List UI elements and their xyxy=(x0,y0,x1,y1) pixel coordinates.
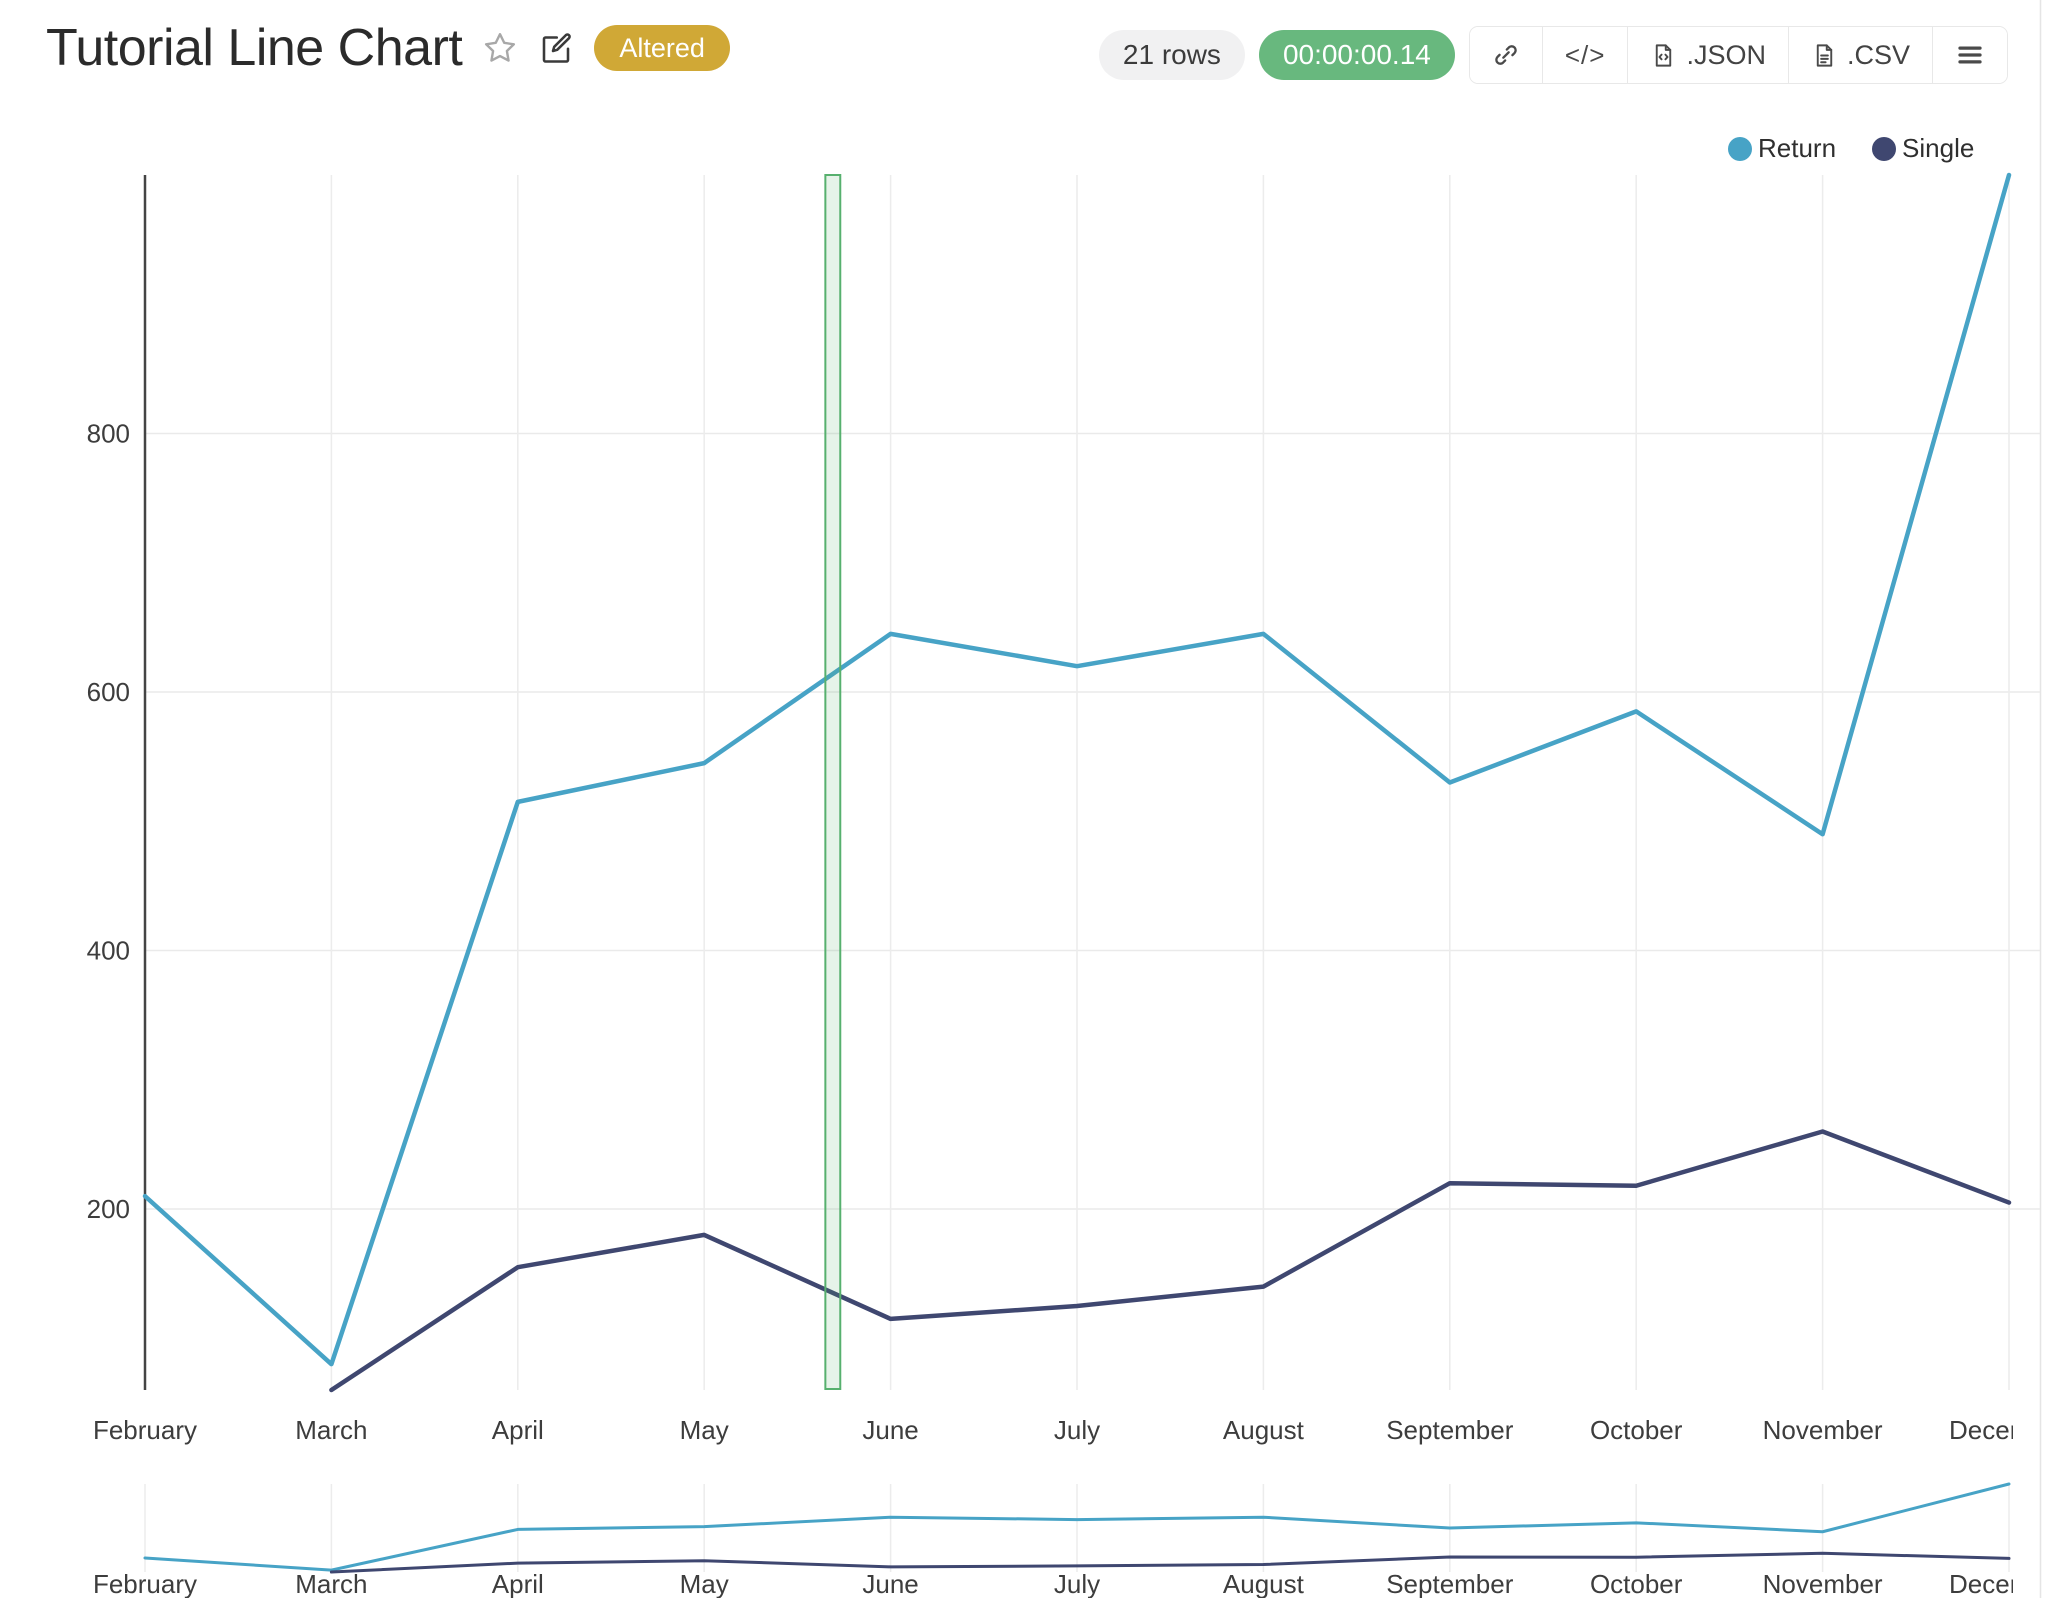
csv-file-icon xyxy=(1816,43,1833,67)
mini-x-tick-label: July xyxy=(1054,1569,1100,1598)
x-tick-label: June xyxy=(862,1415,918,1445)
chart-legend: Return Single xyxy=(1728,133,1974,164)
single-line xyxy=(329,1129,2012,1393)
x-tick-label: December xyxy=(1949,1415,2050,1445)
embed-code-button[interactable]: </> xyxy=(1541,27,1628,83)
legend-label: Single xyxy=(1902,133,1975,163)
x-tick-label: September xyxy=(1386,1415,1514,1445)
mini-x-tick-label: November xyxy=(1763,1569,1883,1598)
share-link-button[interactable] xyxy=(1469,27,1542,83)
mini-x-tick-label: June xyxy=(862,1569,918,1598)
query-header: Tutorial Line Chart Altered xyxy=(46,22,730,74)
x-tick-label: February xyxy=(93,1415,197,1445)
download-json-button[interactable]: .JSON xyxy=(1627,27,1788,83)
legend-item-return[interactable]: Return xyxy=(1728,133,1836,164)
y-gridlines: 200 400 600 800 xyxy=(87,419,2040,1224)
single-series-dot xyxy=(1872,136,1897,161)
x-tick-label: November xyxy=(1763,1415,1883,1445)
mini-x-tick-label: April xyxy=(492,1569,544,1598)
mini-x-tick-label: March xyxy=(295,1569,367,1598)
json-file-icon xyxy=(1656,43,1672,67)
mini-x-tick-label: August xyxy=(1223,1569,1305,1598)
hamburger-menu-icon xyxy=(1958,46,1982,64)
x-tick-label: March xyxy=(295,1415,367,1445)
export-button-group: </> .JSON .CSV xyxy=(1468,26,2008,84)
status-badge: Altered xyxy=(594,25,730,71)
return-series-dot xyxy=(1728,136,1752,161)
link-icon xyxy=(1495,45,1517,65)
y-tick-label: 600 xyxy=(87,677,130,707)
favorite-star-icon[interactable] xyxy=(482,30,518,66)
query-toolbar: 21 rows 00:00:00.14 </> .JSON .CS xyxy=(1098,26,2008,84)
x-tick-label: October xyxy=(1590,1415,1683,1445)
single-line-mini xyxy=(329,1551,2011,1574)
legend-label: Return xyxy=(1758,133,1837,163)
x-tick-label: August xyxy=(1223,1415,1305,1445)
rangeslider[interactable] xyxy=(143,1482,2011,1574)
code-icon: </> xyxy=(1564,39,1606,70)
selection-band xyxy=(824,174,842,1390)
edit-icon[interactable] xyxy=(538,30,574,66)
return-line-mini xyxy=(143,1482,2011,1572)
x-axis-labels: February March April May June July August Septe… xyxy=(93,1415,2050,1445)
mini-x-tick-label: October xyxy=(1590,1569,1683,1598)
x-tick-label: April xyxy=(492,1415,544,1445)
return-line xyxy=(142,172,2012,1367)
mini-x-tick-label: May xyxy=(680,1569,729,1598)
mini-x-tick-label: December xyxy=(1949,1569,2050,1598)
x-tick-label: May xyxy=(680,1415,729,1445)
duration-badge: 00:00:00.14 xyxy=(1258,30,1455,80)
y-tick-label: 200 xyxy=(87,1194,130,1224)
download-csv-button[interactable]: .CSV xyxy=(1787,27,1932,83)
x-gridlines xyxy=(144,175,2010,1572)
mini-x-tick-label: September xyxy=(1386,1569,1514,1598)
row-count-badge: 21 rows xyxy=(1098,30,1245,80)
legend-item-single[interactable]: Single xyxy=(1872,133,1974,164)
page-title: Tutorial Line Chart xyxy=(46,19,463,77)
y-tick-label: 400 xyxy=(87,936,130,966)
mini-x-tick-label: February xyxy=(93,1569,197,1598)
y-tick-label: 800 xyxy=(87,419,130,449)
rangeslider-labels: February March April May June July August Septe… xyxy=(93,1569,2050,1598)
x-tick-label: July xyxy=(1054,1415,1100,1445)
menu-button[interactable] xyxy=(1932,27,2007,83)
